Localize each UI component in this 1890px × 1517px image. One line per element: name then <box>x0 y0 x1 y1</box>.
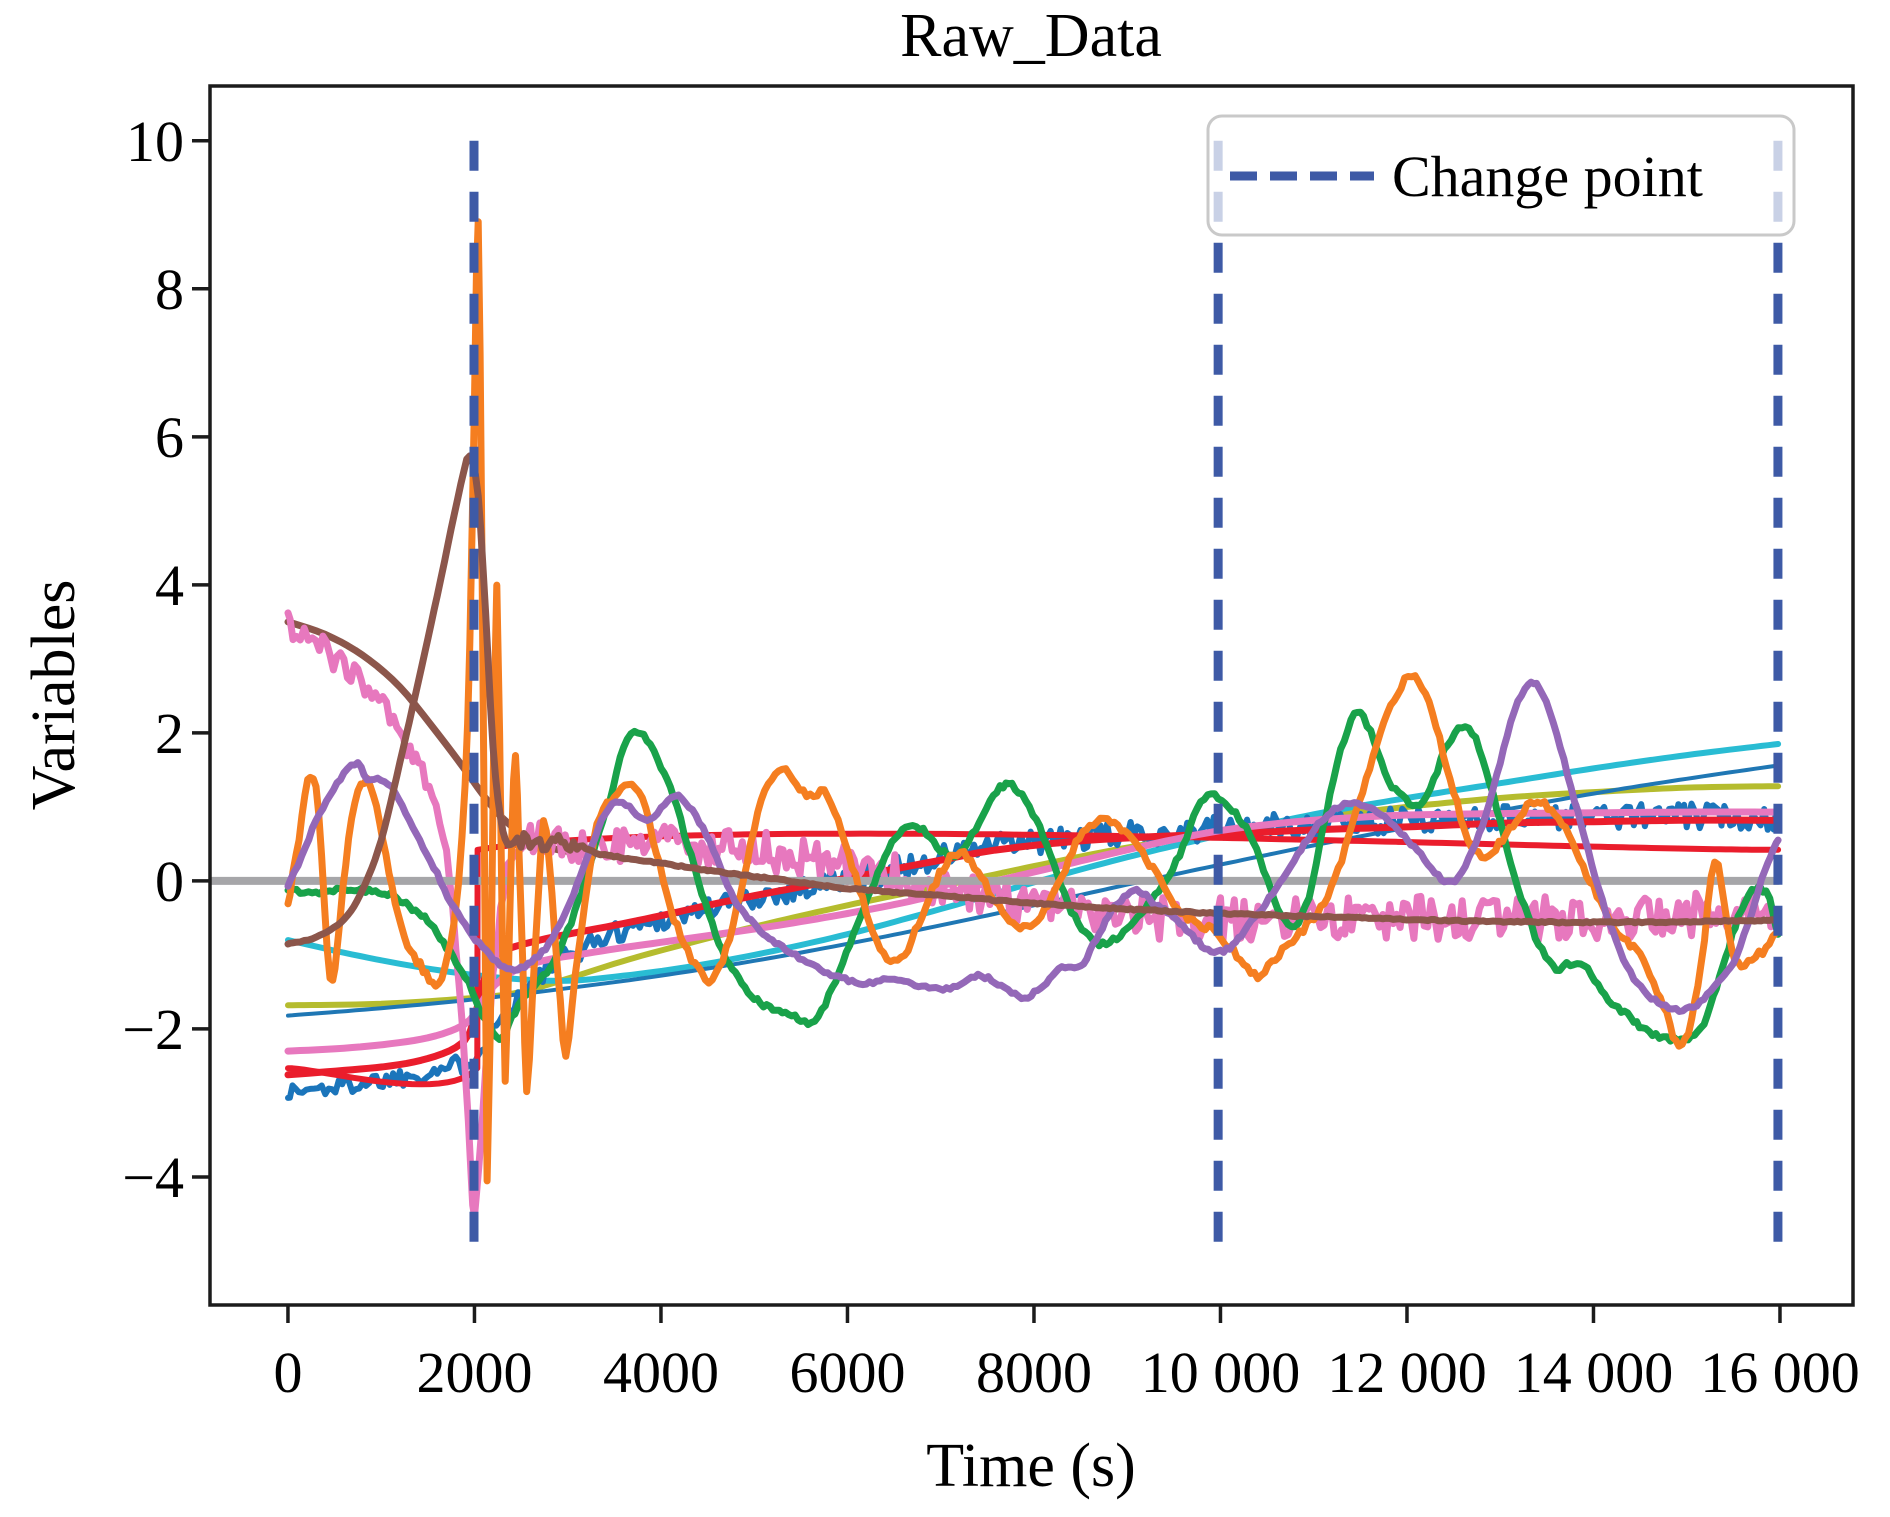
series-orange-wave <box>284 218 1782 1185</box>
x-tick-label: 8000 <box>976 1340 1092 1405</box>
y-tick-label: 6 <box>155 405 184 470</box>
x-axis-label: Time (s) <box>926 1432 1136 1500</box>
legend: Change point <box>1206 114 1796 237</box>
legend-label: Change point <box>1392 144 1703 209</box>
axes-layer: 0 2000 4000 6000 8000 10 000 12 000 14 000 16 00… <box>122 84 1860 1405</box>
y-tick-label: −2 <box>122 997 184 1062</box>
chart-title: Raw_Data <box>900 2 1162 70</box>
plot-area <box>208 84 1855 1307</box>
x-tick-label: 6000 <box>789 1340 905 1405</box>
series-red-smooth-fit <box>284 816 1782 1079</box>
x-tick-label: 16 000 <box>1700 1340 1860 1405</box>
legend-box <box>1206 114 1796 237</box>
y-tick-label: 10 <box>126 109 184 174</box>
x-tick-label: 0 <box>273 1340 302 1405</box>
series-brown-peak <box>284 452 1782 948</box>
x-tick-label: 4000 <box>603 1340 719 1405</box>
x-tick-label: 10 000 <box>1141 1340 1301 1405</box>
x-tick-label: 12 000 <box>1327 1340 1487 1405</box>
change-point-lines <box>469 140 1783 1251</box>
y-tick-label: 4 <box>155 553 184 618</box>
series-purple-wave <box>284 678 1782 1015</box>
x-tick-label: 2000 <box>416 1340 532 1405</box>
x-tick-label: 14 000 <box>1514 1340 1674 1405</box>
y-tick-label: 2 <box>155 701 184 766</box>
y-axis-label: Variables <box>20 580 88 811</box>
series-layer <box>211 218 1783 1220</box>
y-tick-label: −4 <box>122 1145 184 1210</box>
y-tick-label: 0 <box>155 849 184 914</box>
y-tick-label: 8 <box>155 257 184 322</box>
